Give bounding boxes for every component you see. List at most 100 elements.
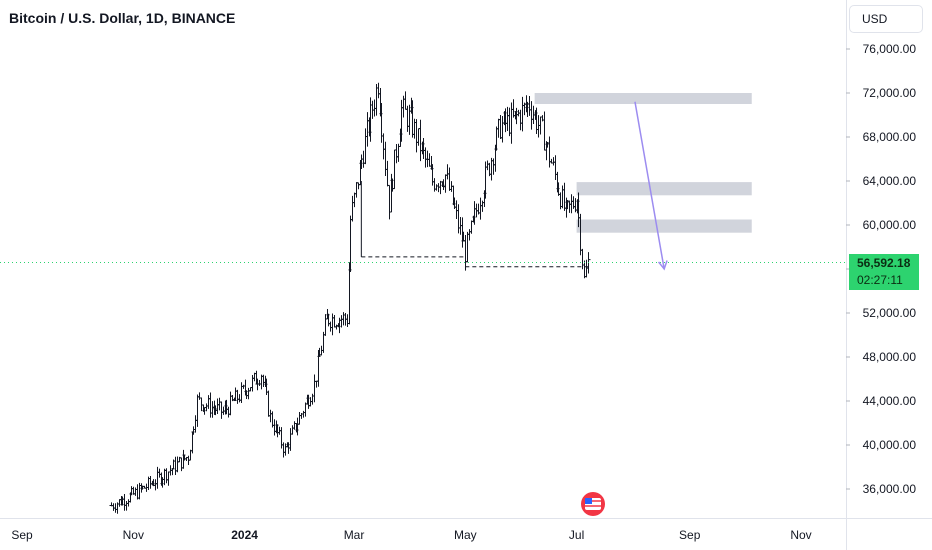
y-tick-label: 64,000.00	[863, 174, 917, 188]
ohlc-bar	[206, 395, 211, 409]
currency-button[interactable]: USD	[849, 5, 923, 33]
y-tick-label: 44,000.00	[863, 394, 917, 408]
x-tick-label: Nov	[123, 528, 144, 542]
y-tick-label: 48,000.00	[863, 350, 917, 364]
candle-layer	[109, 82, 591, 514]
ohlc-bar	[569, 194, 574, 214]
x-tick-label: Jul	[569, 528, 584, 542]
ohlc-bar	[323, 314, 328, 336]
forecast-arrow-head	[657, 260, 668, 271]
ohlc-bar	[173, 456, 178, 476]
ohlc-bar	[467, 229, 472, 241]
ohlc-bar	[562, 182, 567, 211]
ohlc-bar	[560, 185, 565, 209]
ohlc-bar	[219, 401, 224, 419]
ohlc-bar	[328, 321, 333, 332]
ohlc-bar	[383, 141, 388, 177]
ohlc-bar	[129, 486, 134, 496]
ohlc-bar	[363, 128, 368, 165]
ohlc-bar	[133, 487, 138, 496]
ohlc-bar	[204, 403, 209, 412]
ohlc-bar	[195, 394, 200, 427]
ohlc-bar	[312, 374, 317, 403]
y-tick-label: 72,000.00	[863, 86, 917, 100]
ohlc-bar	[427, 153, 432, 167]
ohlc-bar	[551, 157, 556, 166]
ohlc-bar	[478, 197, 483, 220]
ohlc-bar	[179, 457, 184, 472]
ohlc-bar	[582, 260, 587, 279]
ohlc-bar	[252, 372, 257, 382]
zone-layer	[534, 93, 752, 233]
ohlc-bar	[250, 374, 255, 392]
ohlc-bar	[155, 466, 160, 489]
ohlc-bar	[394, 143, 399, 164]
ohlc-bar	[193, 415, 198, 433]
ohlc-bar	[580, 248, 585, 270]
y-tick-label: 68,000.00	[863, 130, 917, 144]
ohlc-bar	[281, 442, 286, 458]
supply-zone	[576, 219, 752, 233]
ohlc-bar	[352, 192, 357, 208]
ohlc-bar	[416, 128, 421, 146]
ohlc-bar	[175, 456, 180, 473]
ohlc-bar	[259, 374, 264, 390]
ohlc-bar	[407, 104, 412, 135]
ohlc-bar	[157, 468, 162, 478]
ohlc-bar	[385, 160, 390, 187]
ohlc-bar	[210, 401, 215, 418]
ohlc-bar	[166, 471, 171, 486]
ohlc-bar	[266, 390, 271, 417]
ohlc-bar	[405, 105, 410, 132]
ohlc-bar	[445, 164, 450, 180]
ohlc-bar	[387, 184, 392, 220]
x-tick-label: May	[454, 528, 477, 542]
ohlc-bar	[374, 84, 379, 116]
ohlc-bar	[489, 157, 494, 181]
x-tick-label: Sep	[679, 528, 701, 542]
ohlc-bar	[509, 102, 514, 144]
ohlc-bar	[226, 406, 231, 418]
ohlc-bar	[438, 180, 443, 195]
supply-zone	[534, 93, 752, 104]
y-tick-label: 60,000.00	[863, 218, 917, 232]
forecast-arrow	[634, 101, 665, 270]
last-price-value: 56,592.18	[857, 256, 911, 270]
ohlc-bar	[283, 443, 288, 456]
ohlc-bar	[124, 500, 129, 511]
ohlc-bar	[465, 231, 470, 263]
ohlc-bar	[423, 147, 428, 168]
ohlc-bar	[228, 391, 233, 416]
ohlc-bar	[199, 397, 204, 412]
ohlc-bar	[303, 402, 308, 417]
ohlc-bar	[381, 133, 386, 160]
annotation-layer	[0, 101, 846, 271]
y-tick-label: 36,000.00	[863, 482, 917, 496]
ohlc-bar	[301, 410, 306, 418]
us-flag-icon[interactable]	[581, 492, 605, 516]
ohlc-bar	[412, 118, 417, 139]
ohlc-bar	[498, 115, 503, 140]
ohlc-bar	[310, 393, 315, 405]
x-tick-label: Mar	[344, 528, 365, 542]
ohlc-bar	[113, 503, 118, 513]
ohlc-bar	[268, 409, 273, 423]
ohlc-bar	[350, 195, 355, 222]
ohlc-bar	[297, 411, 302, 425]
ohlc-bar	[392, 149, 397, 190]
ohlc-bar	[235, 389, 240, 404]
ohlc-bar	[553, 155, 558, 180]
ohlc-bar	[290, 425, 295, 435]
y-tick-label: 40,000.00	[863, 438, 917, 452]
ohlc-bar	[162, 468, 167, 486]
ohlc-bar	[111, 503, 116, 511]
ohlc-bar	[345, 314, 350, 328]
ohlc-bar	[217, 397, 222, 411]
chart-title: Bitcoin / U.S. Dollar, 1D, BINANCE	[9, 10, 236, 26]
ohlc-bar	[547, 136, 552, 168]
ohlc-bar	[239, 382, 244, 404]
ohlc-bar	[135, 484, 140, 500]
